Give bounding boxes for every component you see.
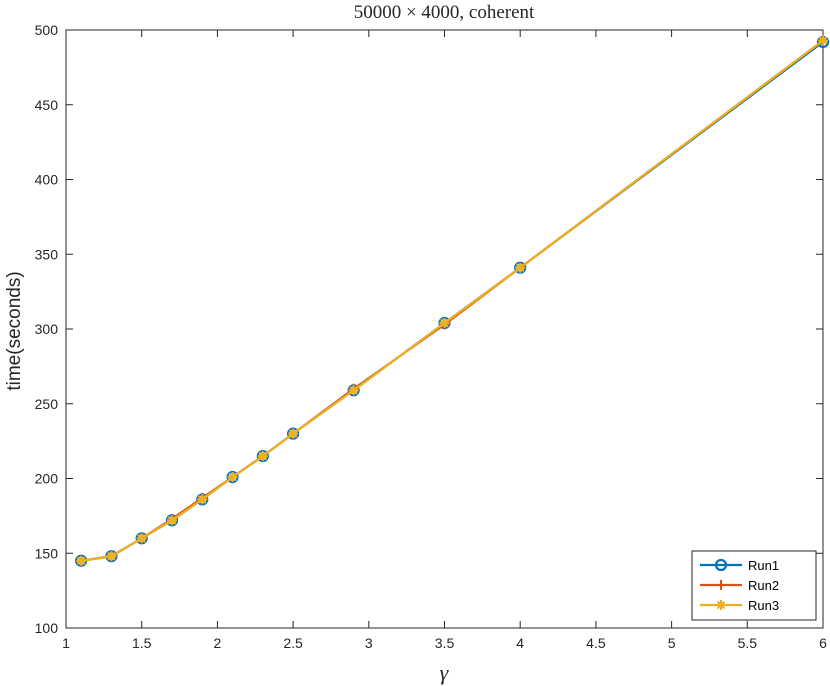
x-tick-label: 4.5 — [586, 635, 606, 651]
x-tick-label: 1.5 — [132, 635, 152, 651]
x-tick-label: 2 — [214, 635, 222, 651]
legend: Run1 Run2 Run3 — [691, 550, 817, 621]
x-tick-label: 2.5 — [283, 635, 303, 651]
x-tick-label: 4 — [516, 635, 524, 651]
y-tick-label: 300 — [35, 321, 59, 337]
data-point-run3 — [515, 262, 526, 273]
data-point-run3 — [257, 451, 268, 462]
data-point-run3 — [106, 551, 117, 562]
y-tick-label: 200 — [35, 471, 59, 487]
chart-title: 50000 × 4000, coherent — [354, 2, 535, 23]
data-point-run3 — [439, 318, 450, 329]
data-point-run3 — [348, 385, 359, 396]
y-tick-label: 450 — [35, 97, 59, 113]
series-line-run2 — [80, 39, 824, 562]
series-run1 — [75, 35, 830, 567]
data-point-run3 — [716, 600, 726, 610]
x-tick-label: 5.5 — [738, 635, 758, 651]
x-tick-label: 1 — [62, 635, 70, 651]
data-point-run3 — [818, 35, 828, 46]
legend-label-run2: Run2 — [748, 578, 779, 593]
data-point-run2 — [716, 580, 726, 590]
data-point-run3 — [166, 515, 177, 526]
x-axis-label: γ — [440, 660, 450, 685]
data-point-run3 — [136, 533, 147, 544]
data-point-run1 — [714, 558, 728, 572]
y-axis-label: time(seconds) — [4, 271, 25, 390]
legend-label-run1: Run1 — [748, 558, 779, 573]
x-tick-label: 6 — [819, 635, 827, 651]
y-tick-label: 150 — [35, 545, 59, 561]
series-line-run1 — [80, 41, 824, 562]
y-tick-label: 100 — [35, 620, 59, 636]
legend-label-run3: Run3 — [748, 598, 779, 613]
y-tick-label: 400 — [35, 172, 59, 188]
x-tick-label: 3.5 — [435, 635, 455, 651]
data-point-run3 — [197, 494, 208, 505]
series-run2 — [76, 35, 828, 566]
series-run3 — [76, 35, 828, 566]
y-tick-label: 500 — [35, 22, 59, 38]
y-tick-label: 250 — [35, 396, 59, 412]
data-point-run3 — [227, 472, 238, 483]
x-tick-label: 5 — [668, 635, 676, 651]
y-tick-label: 350 — [35, 246, 59, 262]
data-point-run3 — [76, 555, 87, 566]
series-line-run3 — [80, 39, 824, 562]
data-point-run3 — [288, 428, 299, 439]
x-tick-label: 3 — [365, 635, 373, 651]
